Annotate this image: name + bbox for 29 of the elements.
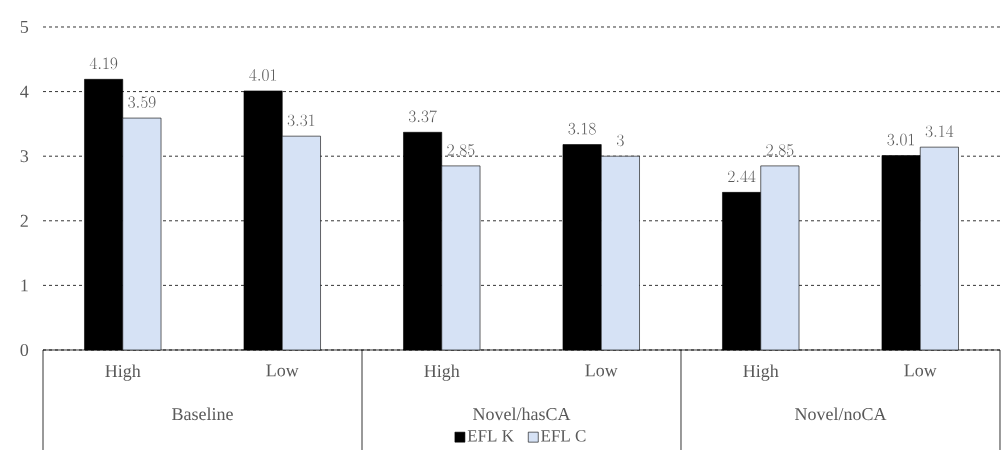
data-label: 3	[616, 134, 624, 147]
y-tick-label: 2	[20, 214, 28, 227]
text: Baseline	[172, 407, 233, 421]
x-tick-label: Low	[266, 364, 299, 377]
x-tick-label: High	[424, 364, 460, 381]
data-label: 2.85	[766, 144, 794, 156]
data-label: 3.59	[128, 96, 156, 109]
data-label: 3. 14	[925, 125, 954, 138]
data-label: 2.85	[447, 144, 475, 156]
x-tick-label: Low	[904, 364, 937, 377]
data-label: 3. 18	[568, 122, 596, 135]
y-tick-label: 5	[20, 21, 29, 33]
data-label: 2.44	[728, 170, 756, 183]
y-tick-label: 4	[20, 85, 29, 98]
x-tick-label: High	[105, 364, 141, 381]
y-tick-label: 1	[21, 279, 28, 292]
x-tick-label: Low	[585, 364, 618, 377]
legend-label: EFL K	[467, 430, 514, 442]
data-label: 3.37	[408, 110, 437, 123]
data-label: 3.01	[887, 133, 915, 146]
legend-label: EFL C	[541, 430, 586, 442]
x-tick-label: High	[743, 364, 779, 381]
data-label: 3.31	[287, 114, 315, 127]
y-tick-label: 0	[20, 343, 29, 357]
text: Novel/hasCA	[473, 407, 571, 421]
data-label: 4. 19	[89, 57, 118, 70]
text: Novel/noCA	[795, 407, 887, 421]
data-label: 4.01	[249, 69, 277, 81]
y-tick-label: 3	[20, 150, 29, 163]
